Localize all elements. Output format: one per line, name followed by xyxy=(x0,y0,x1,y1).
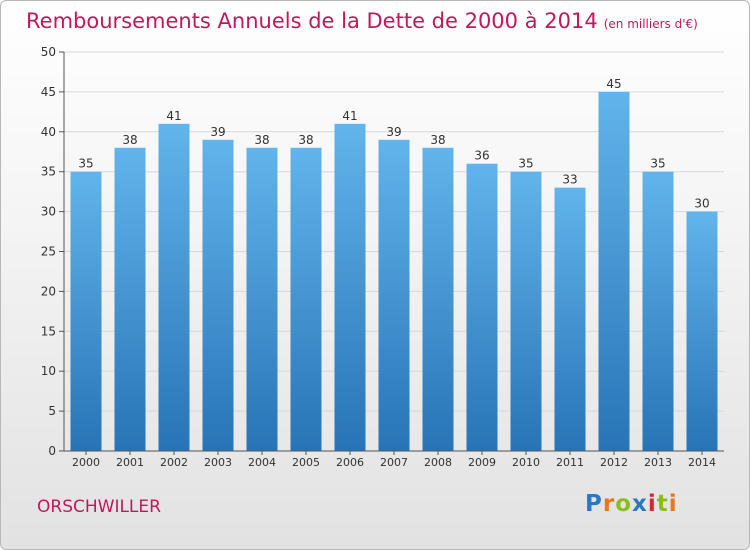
bar-2013 xyxy=(642,171,674,451)
axes xyxy=(59,51,724,455)
bar-value-label: 45 xyxy=(606,77,621,91)
chart-title: Remboursements Annuels de la Dette de 20… xyxy=(26,9,698,33)
bar-value-label: 38 xyxy=(122,133,137,147)
bar-value-label: 33 xyxy=(562,173,577,187)
bar-value-label: 38 xyxy=(430,133,445,147)
bars xyxy=(70,91,718,452)
y-tick-label: 10 xyxy=(41,364,56,378)
y-tick-label: 30 xyxy=(41,205,56,219)
x-tick-label: 2009 xyxy=(468,456,496,469)
bar-2008 xyxy=(422,147,454,451)
bar-value-label: 41 xyxy=(166,109,181,123)
commune-name: ORSCHWILLER xyxy=(37,497,161,517)
bar-value-label: 35 xyxy=(650,157,665,171)
bar-value-label: 35 xyxy=(78,157,93,171)
x-tick-label: 2013 xyxy=(644,456,672,469)
bar-2009 xyxy=(466,163,498,451)
chart-title-unit: (en milliers d'€) xyxy=(603,17,698,31)
bar-2001 xyxy=(114,147,146,451)
bar-2010 xyxy=(510,171,542,451)
y-tick-label: 15 xyxy=(41,324,56,338)
bar-value-label: 36 xyxy=(474,149,489,163)
bar-2003 xyxy=(202,139,234,451)
bar-2007 xyxy=(378,139,410,451)
x-tick-label: 2008 xyxy=(424,456,452,469)
x-tick-label: 2014 xyxy=(688,456,716,469)
y-tick-label: 40 xyxy=(41,125,56,139)
y-tick-label: 20 xyxy=(41,284,56,298)
y-tick-label: 0 xyxy=(48,444,56,458)
bar-value-label: 39 xyxy=(386,125,401,139)
x-tick-label: 2000 xyxy=(72,456,100,469)
bar-2014 xyxy=(686,211,718,451)
x-tick-label: 2006 xyxy=(336,456,364,469)
x-tick-label: 2007 xyxy=(380,456,408,469)
bar-2005 xyxy=(290,147,322,451)
bar-value-label: 38 xyxy=(254,133,269,147)
x-tick-label: 2001 xyxy=(116,456,144,469)
x-tick-label: 2005 xyxy=(292,456,320,469)
y-tick-label: 45 xyxy=(41,85,56,99)
bar-value-label: 39 xyxy=(210,125,225,139)
bar-2006 xyxy=(334,123,366,451)
labels: 0 5 10 15 20 25 30 35 40 45 50 35 2000 38 2001 41 2002 39… xyxy=(41,45,716,469)
x-tick-label: 2010 xyxy=(512,456,540,469)
bar-2002 xyxy=(158,123,190,451)
x-tick-label: 2011 xyxy=(556,456,584,469)
bar-2011 xyxy=(554,187,586,451)
bar-2004 xyxy=(246,147,278,451)
bar-2012 xyxy=(598,91,630,452)
bar-value-label: 30 xyxy=(694,197,709,211)
bar-value-label: 41 xyxy=(342,109,357,123)
proxiti-logo: Proxiti xyxy=(585,491,678,517)
bar-2000 xyxy=(70,171,102,451)
x-tick-label: 2012 xyxy=(600,456,628,469)
bar-value-label: 35 xyxy=(518,157,533,171)
y-tick-label: 50 xyxy=(41,45,56,59)
y-tick-label: 35 xyxy=(41,165,56,179)
y-tick-label: 5 xyxy=(48,404,56,418)
x-tick-label: 2004 xyxy=(248,456,276,469)
x-tick-label: 2003 xyxy=(204,456,232,469)
y-tick-label: 25 xyxy=(41,245,56,259)
x-tick-label: 2002 xyxy=(160,456,188,469)
chart-title-main: Remboursements Annuels de la Dette de 20… xyxy=(26,9,598,33)
bar-value-label: 38 xyxy=(298,133,313,147)
